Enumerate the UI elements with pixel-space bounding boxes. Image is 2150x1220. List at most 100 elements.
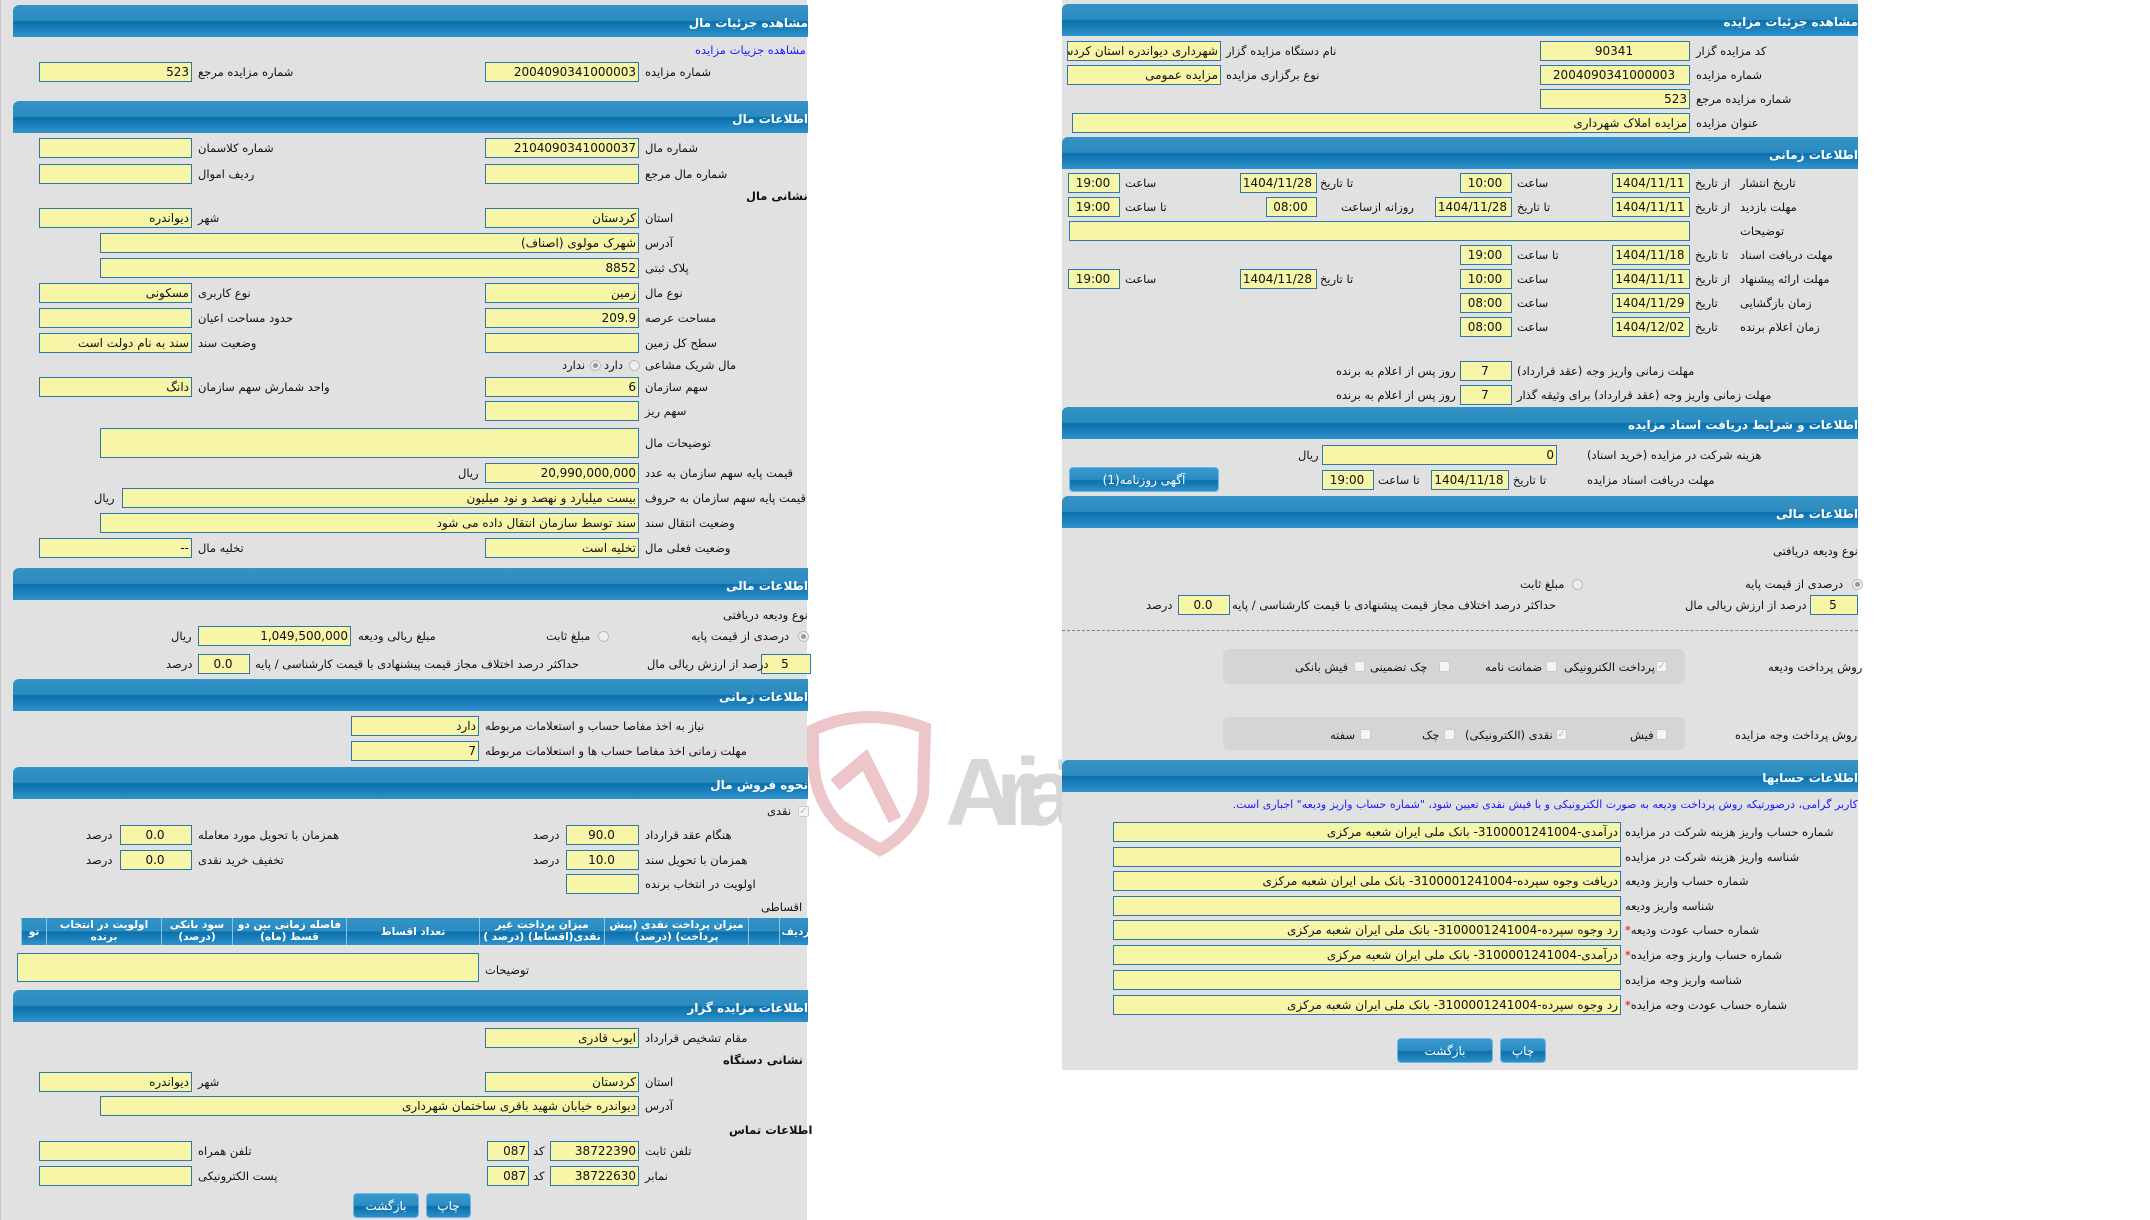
usage-field[interactable]: مسکونی <box>39 283 192 303</box>
ref-auction-number-field[interactable]: 523 <box>39 62 192 82</box>
plate-field[interactable]: 8852 <box>100 258 639 278</box>
visit-from-date[interactable]: 1404/11/11 <box>1612 197 1690 217</box>
receipt-checkbox[interactable] <box>1656 729 1667 740</box>
publish-to-time[interactable]: 19:00 <box>1068 173 1120 193</box>
pay-deadline-field[interactable]: 7 <box>1460 361 1512 381</box>
evacuation-field[interactable]: -- <box>39 538 192 558</box>
item-type-field[interactable]: زمین <box>485 283 639 303</box>
fax-field[interactable]: 38722630 <box>550 1166 639 1186</box>
seller-city-field[interactable]: دیواندره <box>39 1072 192 1092</box>
winner-priority-field[interactable] <box>566 874 639 894</box>
guarantor-pay-deadline-field[interactable]: 7 <box>1460 385 1512 405</box>
city-field[interactable]: دیواندره <box>39 208 192 228</box>
deposit-amount-field[interactable]: 1,049,500,000 <box>198 626 351 646</box>
on-delivery-field[interactable]: 0.0 <box>120 825 192 845</box>
docs-to-date[interactable]: 1404/11/18 <box>1612 245 1690 265</box>
building-area-field[interactable] <box>39 308 192 328</box>
electronic-cash-checkbox[interactable]: ✓ <box>1556 729 1567 740</box>
auction-number-field[interactable]: 2004090341000003 <box>1540 65 1690 85</box>
on-deed-delivery-field[interactable]: 10.0 <box>566 850 639 870</box>
visit-to-time[interactable]: 19:00 <box>1068 197 1120 217</box>
back-button[interactable]: بازگشت <box>1397 1038 1493 1063</box>
bank-receipt-checkbox[interactable] <box>1354 661 1365 672</box>
account-field[interactable] <box>1113 896 1621 916</box>
visit-to-date[interactable]: 1404/11/28 <box>1435 197 1512 217</box>
deed-transfer-field[interactable]: سند توسط سازمان انتقال داده می شود <box>100 513 639 533</box>
item-number-field[interactable]: 2104090341000037 <box>485 138 639 158</box>
opening-time[interactable]: 08:00 <box>1460 293 1512 313</box>
offer-from-time[interactable]: 10:00 <box>1460 269 1512 289</box>
province-field[interactable]: کردستان <box>485 208 639 228</box>
publish-from-date[interactable]: 1404/11/11 <box>1612 173 1690 193</box>
ref-number-field[interactable]: 523 <box>1540 89 1690 109</box>
visit-daily-time[interactable]: 08:00 <box>1266 197 1317 217</box>
newspaper-ad-button[interactable]: آگهی روزنامه(1) <box>1069 467 1219 492</box>
electronic-payment-checkbox[interactable]: ✓ <box>1656 661 1667 672</box>
deposit-percent-field[interactable]: 5 <box>761 654 811 674</box>
offer-from-date[interactable]: 1404/11/11 <box>1612 269 1690 289</box>
shared-no-radio[interactable] <box>590 360 601 371</box>
cash-discount-field[interactable]: 0.0 <box>120 850 192 870</box>
sub-share-field[interactable] <box>485 401 639 421</box>
on-contract-field[interactable]: 90.0 <box>566 825 639 845</box>
offer-to-date[interactable]: 1404/11/28 <box>1240 269 1317 289</box>
cheque-checkbox[interactable] <box>1444 729 1455 740</box>
account-field[interactable]: درآمدی-310000124100­4- بانک ملی ایران شع… <box>1113 822 1621 842</box>
org-name-field[interactable]: شهرداری دیواندره استان کردستان <box>1067 41 1221 61</box>
land-level-field[interactable] <box>485 333 639 353</box>
address-field[interactable]: شهرک مولوی (اصناف) <box>100 233 639 253</box>
participation-fee-field[interactable]: 0 <box>1322 445 1557 465</box>
percent-of-base-radio[interactable] <box>798 631 809 642</box>
deposit-percent-field[interactable]: 5 <box>1810 595 1858 615</box>
docs-deadline-time[interactable]: 19:00 <box>1322 470 1374 490</box>
account-field[interactable]: درآمدی-3100001241004- بانک ملی ایران شعب… <box>1113 945 1621 965</box>
auction-kind-field[interactable]: مزایده عمومی <box>1067 65 1221 85</box>
base-price-number-field[interactable]: 20,990,000,000 <box>485 463 639 483</box>
account-field[interactable]: رد وجوه سپرده-3100001241004- بانک ملی ای… <box>1113 920 1621 940</box>
guarantee-cheque-checkbox[interactable] <box>1439 661 1450 672</box>
guarantee-letter-checkbox[interactable] <box>1546 661 1557 672</box>
account-field[interactable]: رد وجوه سپرده-3100001241004- بانک ملی ای… <box>1113 995 1621 1015</box>
org-share-field[interactable]: 6 <box>485 377 639 397</box>
phone-field[interactable]: 38722390 <box>550 1141 639 1161</box>
docs-to-time[interactable]: 19:00 <box>1460 245 1512 265</box>
seller-address-field[interactable]: دیواندره خیابان شهید باقری ساختمان شهردا… <box>100 1096 639 1116</box>
deed-status-field[interactable]: سند به نام دولت است <box>39 333 192 353</box>
print-button[interactable]: چاپ <box>426 1193 471 1218</box>
winner-date[interactable]: 1404/12/02 <box>1612 317 1690 337</box>
clearance-deadline-field[interactable]: 7 <box>351 741 479 761</box>
base-price-words-field[interactable]: بیست میلیارد و نهصد و نود میلیون <box>122 488 639 508</box>
account-field[interactable] <box>1113 970 1621 990</box>
class-number-field[interactable] <box>39 138 192 158</box>
offer-to-time[interactable]: 19:00 <box>1068 269 1120 289</box>
fixed-amount-radio[interactable] <box>1572 579 1583 590</box>
publish-from-time[interactable]: 10:00 <box>1460 173 1512 193</box>
docs-deadline-date[interactable]: 1404/11/18 <box>1431 470 1509 490</box>
fixed-amount-radio[interactable] <box>598 631 609 642</box>
view-auction-details-link[interactable]: مشاهده جزییات مزایده <box>695 43 806 57</box>
seller-code-field[interactable]: 90341 <box>1540 41 1690 61</box>
share-unit-field[interactable]: دانگ <box>39 377 192 397</box>
contract-authority-field[interactable]: ایوب قادری <box>485 1028 639 1048</box>
promissory-note-checkbox[interactable] <box>1360 729 1371 740</box>
item-description-field[interactable] <box>100 428 639 458</box>
account-field[interactable] <box>1113 847 1621 867</box>
auction-number-field[interactable]: 2004090341000003 <box>485 62 639 82</box>
opening-date[interactable]: 1404/11/29 <box>1612 293 1690 313</box>
assets-row-field[interactable] <box>39 164 192 184</box>
clearance-needed-field[interactable]: دارد <box>351 716 479 736</box>
email-field[interactable] <box>39 1166 192 1186</box>
max-difference-field[interactable]: 0.0 <box>198 654 250 674</box>
winner-time[interactable]: 08:00 <box>1460 317 1512 337</box>
time-description-field[interactable] <box>1069 221 1690 241</box>
mobile-field[interactable] <box>39 1141 192 1161</box>
current-status-field[interactable]: تخلیه است <box>485 538 639 558</box>
auction-title-field[interactable]: مزایده املاک شهرداری <box>1072 113 1690 133</box>
fax-code-field[interactable]: 087 <box>487 1166 529 1186</box>
publish-to-date[interactable]: 1404/11/28 <box>1240 173 1317 193</box>
phone-code-field[interactable]: 087 <box>487 1141 529 1161</box>
print-button[interactable]: چاپ <box>1500 1038 1546 1063</box>
ref-item-number-field[interactable] <box>485 164 639 184</box>
percent-of-base-radio[interactable] <box>1852 579 1863 590</box>
shared-yes-radio[interactable] <box>629 360 640 371</box>
